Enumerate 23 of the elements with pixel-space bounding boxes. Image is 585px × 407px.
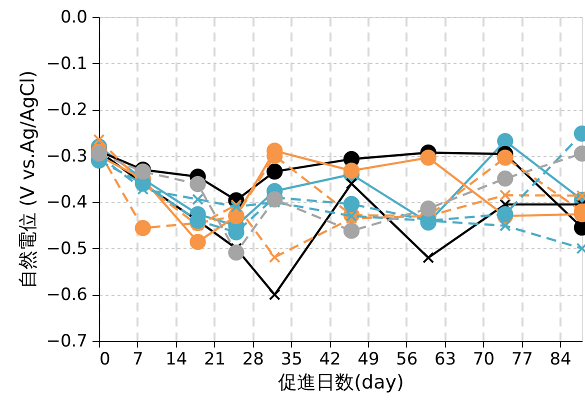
y-tick-label: −0.3	[46, 146, 88, 166]
x-tick-label: 21	[204, 350, 226, 370]
x-tick-label: 63	[434, 350, 456, 370]
x-tick-label: 0	[100, 350, 110, 370]
x-tick-label: 42	[319, 350, 341, 370]
x-tick-label: 28	[242, 350, 264, 370]
x-tick-label: 77	[511, 350, 533, 370]
y-tick-label: 0.0	[60, 8, 88, 28]
x-tick-label: 7	[132, 350, 144, 370]
x-tick-label: 35	[280, 350, 302, 370]
x-tick-label: 70	[472, 350, 495, 370]
y-tick-label: −0.6	[46, 285, 88, 306]
x-tick-label: 49	[358, 350, 380, 370]
x-tick-label: 84	[550, 350, 572, 370]
y-axis-title: 自然電位 (V vs.Ag/AgCl)	[17, 70, 40, 289]
y-tick-label: −0.4	[46, 192, 88, 213]
x-tick-label: 56	[396, 350, 418, 370]
y-tick-label: −0.2	[46, 100, 88, 120]
x-tick-label: 14	[166, 350, 188, 370]
y-tick-label: −0.5	[46, 238, 88, 259]
y-tick-label: −0.1	[46, 54, 88, 74]
y-tick-label: −0.7	[46, 332, 88, 352]
x-axis-title: 促進日数(day)	[278, 372, 404, 394]
